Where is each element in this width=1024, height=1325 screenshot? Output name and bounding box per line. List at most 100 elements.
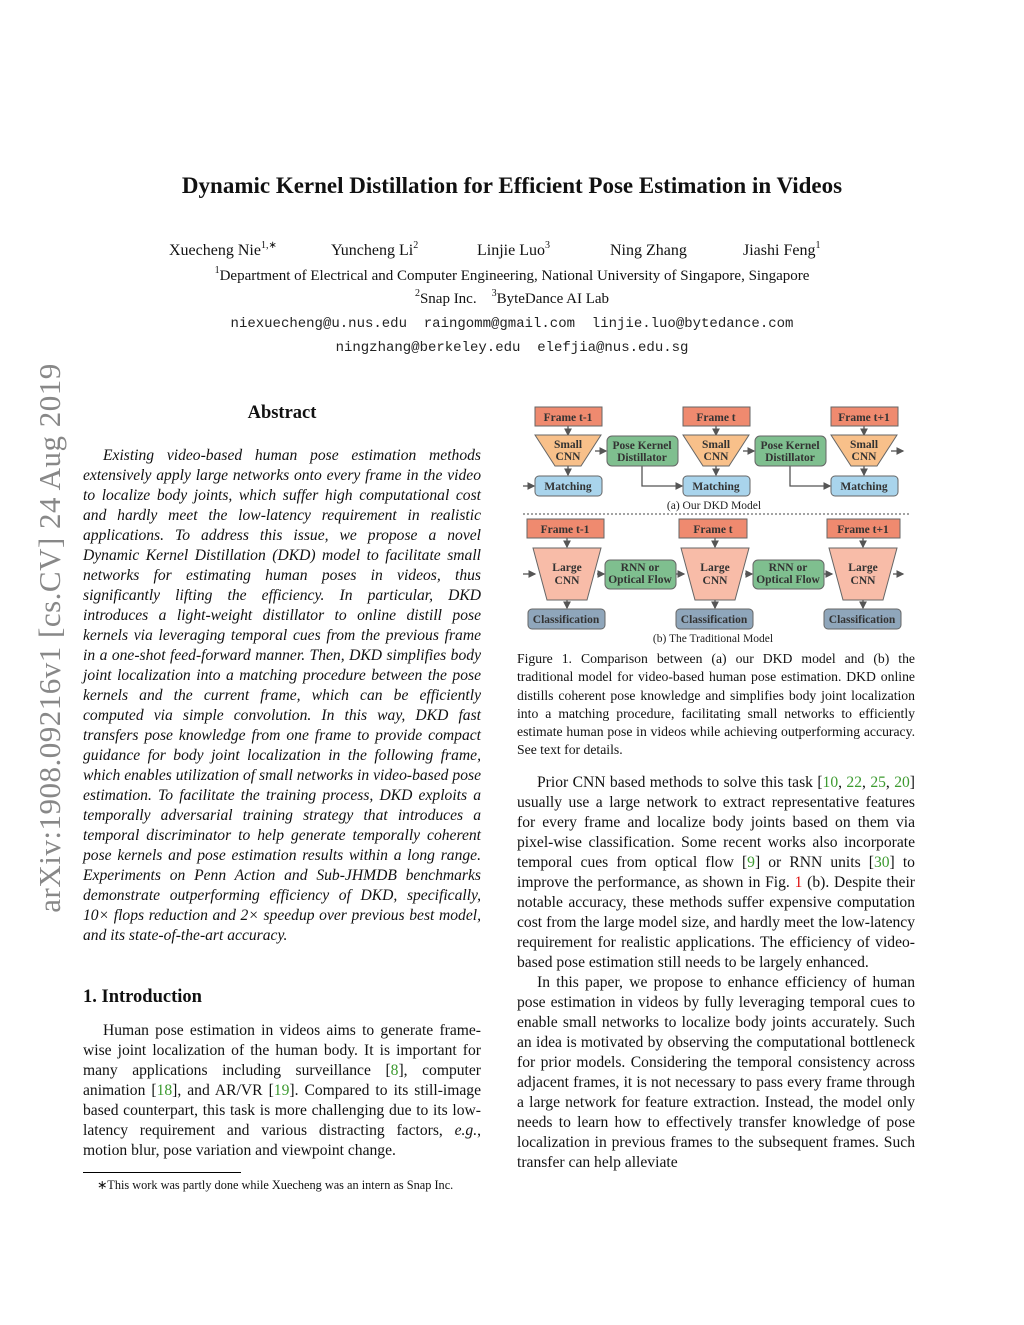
small-cnn-label: Small xyxy=(554,439,582,451)
abstract-body: Existing video-based human pose estimati… xyxy=(83,446,481,946)
distillator-label: Distillator xyxy=(617,452,667,464)
citation-link[interactable]: 30 xyxy=(873,854,890,871)
matching-label: Matching xyxy=(692,481,740,493)
author-name: Linjie Luo xyxy=(477,242,545,259)
citation-link[interactable]: 25 xyxy=(870,774,886,791)
rnn-label: Optical Flow xyxy=(608,574,672,586)
author-sup: 1 xyxy=(815,240,821,251)
paragraph: Prior CNN based methods to solve this ta… xyxy=(517,774,915,971)
classification-label: Classification xyxy=(829,614,896,626)
footnote: ∗This work was partly done while Xuechen… xyxy=(97,1178,454,1192)
right-column-body: Prior CNN based methods to solve this ta… xyxy=(517,773,915,1173)
affiliation-1: 1Department of Electrical and Computer E… xyxy=(0,265,1024,285)
affil-sup: 2 xyxy=(414,288,420,299)
affil-sup: 1 xyxy=(214,265,220,276)
frame-box xyxy=(678,518,748,539)
frame-label: Frame t+1 xyxy=(837,524,889,536)
citation-link[interactable]: 10 xyxy=(822,774,839,791)
author: Xuecheng Nie1,∗ xyxy=(169,240,277,260)
citation-link[interactable]: 19 xyxy=(273,1082,290,1099)
author-name: Jiashi Feng xyxy=(743,242,816,259)
frame-label: Frame t xyxy=(696,412,735,424)
distillator-box xyxy=(606,435,679,467)
citation-link[interactable]: 20 xyxy=(894,774,910,791)
subcaption-a: (a) Our DKD Model xyxy=(667,500,761,512)
large-cnn-label: Large xyxy=(848,562,877,574)
citation-link[interactable]: 8 xyxy=(390,1062,399,1079)
citation-link[interactable]: 22 xyxy=(846,774,863,791)
citation-link[interactable]: 18 xyxy=(156,1082,173,1099)
author-sup: 1,∗ xyxy=(260,240,277,251)
large-cnn-label: CNN xyxy=(851,575,877,587)
frame-label: Frame t xyxy=(693,524,732,536)
abstract-text: Existing video-based human pose estimati… xyxy=(83,447,481,944)
frame-box xyxy=(830,406,899,427)
distillator-label: Pose Kernel xyxy=(612,440,671,452)
large-cnn-label: Large xyxy=(552,562,581,574)
affil-text: ByteDance AI Lab xyxy=(496,291,610,307)
small-cnn-label: CNN xyxy=(556,451,582,463)
distillator-label: Pose Kernel xyxy=(760,440,819,452)
figure-caption: Figure 1. Comparison between (a) our DKD… xyxy=(517,651,915,758)
paragraph: In this paper, we propose to enhance eff… xyxy=(517,974,915,1171)
arxiv-stamp: arXiv:1908.09216v1 [cs.CV] 24 Aug 2019 xyxy=(32,363,67,913)
large-cnn-shape xyxy=(532,547,602,601)
small-cnn-shape xyxy=(534,434,602,467)
author: Linjie Luo3 xyxy=(477,241,550,260)
frame-box xyxy=(534,406,603,427)
paper-title: Dynamic Kernel Distillation for Efficien… xyxy=(181,173,843,198)
classification-label: Classification xyxy=(681,614,748,626)
matching-box xyxy=(830,475,899,497)
abstract-heading: Abstract xyxy=(247,403,317,423)
author-name: Ning Zhang xyxy=(610,242,687,259)
small-cnn-label: Small xyxy=(702,439,730,451)
matching-box xyxy=(534,475,603,497)
classification-box xyxy=(527,608,606,630)
author-sup: 2 xyxy=(413,240,419,251)
frame-box xyxy=(526,518,605,539)
author: Jiashi Feng1 xyxy=(743,240,821,260)
author-name: Yuncheng Li xyxy=(331,242,414,259)
affiliation-2: 2Snap Inc. 3ByteDance AI Lab xyxy=(0,288,1024,308)
affil-sup: 3 xyxy=(491,288,497,299)
large-cnn-label: CNN xyxy=(555,575,581,587)
emphasis: e.g. xyxy=(454,1122,478,1139)
classification-box xyxy=(675,608,754,630)
author-name: Xuecheng Nie xyxy=(169,242,261,259)
emails-line-1: niexuecheng@u.nus.edu raingomm@gmail.com… xyxy=(230,316,794,332)
matching-label: Matching xyxy=(840,481,888,493)
introduction-body: Human pose estimation in videos aims to … xyxy=(83,1021,481,1161)
author: Ning Zhang xyxy=(610,242,687,260)
figure-ref-link[interactable]: 1 xyxy=(794,874,803,891)
affil-text: Snap Inc. xyxy=(419,291,477,307)
large-cnn-shape xyxy=(828,547,898,601)
small-cnn-shape xyxy=(830,434,898,467)
section-heading-introduction: 1. Introduction xyxy=(83,987,202,1007)
rnn-box xyxy=(604,559,677,590)
author: Yuncheng Li2 xyxy=(331,240,419,260)
small-cnn-label: CNN xyxy=(852,451,878,463)
frame-label: Frame t-1 xyxy=(544,412,593,424)
rnn-label: RNN or xyxy=(621,562,660,574)
paragraph: Human pose estimation in videos aims to … xyxy=(83,1022,482,1159)
classification-box xyxy=(823,608,902,630)
distillator-box xyxy=(754,435,827,467)
rnn-box xyxy=(752,559,825,590)
large-cnn-shape xyxy=(680,547,750,601)
large-cnn-label: CNN xyxy=(703,575,729,587)
frame-box xyxy=(682,406,751,427)
rnn-label: RNN or xyxy=(769,562,808,574)
classification-label: Classification xyxy=(533,614,600,626)
small-cnn-shape xyxy=(682,434,750,467)
frame-label: Frame t+1 xyxy=(838,412,890,424)
footnote-rule xyxy=(83,1172,241,1173)
emails-line-2: ningzhang@berkeley.edu elefjia@nus.edu.s… xyxy=(335,340,689,356)
citation-link[interactable]: 9 xyxy=(747,854,755,871)
matching-label: Matching xyxy=(544,481,592,493)
frame-label: Frame t-1 xyxy=(541,524,590,536)
distillator-label: Distillator xyxy=(765,452,815,464)
small-cnn-label: CNN xyxy=(704,451,730,463)
affil-text: Department of Electrical and Computer En… xyxy=(219,268,810,284)
small-cnn-label: Small xyxy=(850,439,878,451)
